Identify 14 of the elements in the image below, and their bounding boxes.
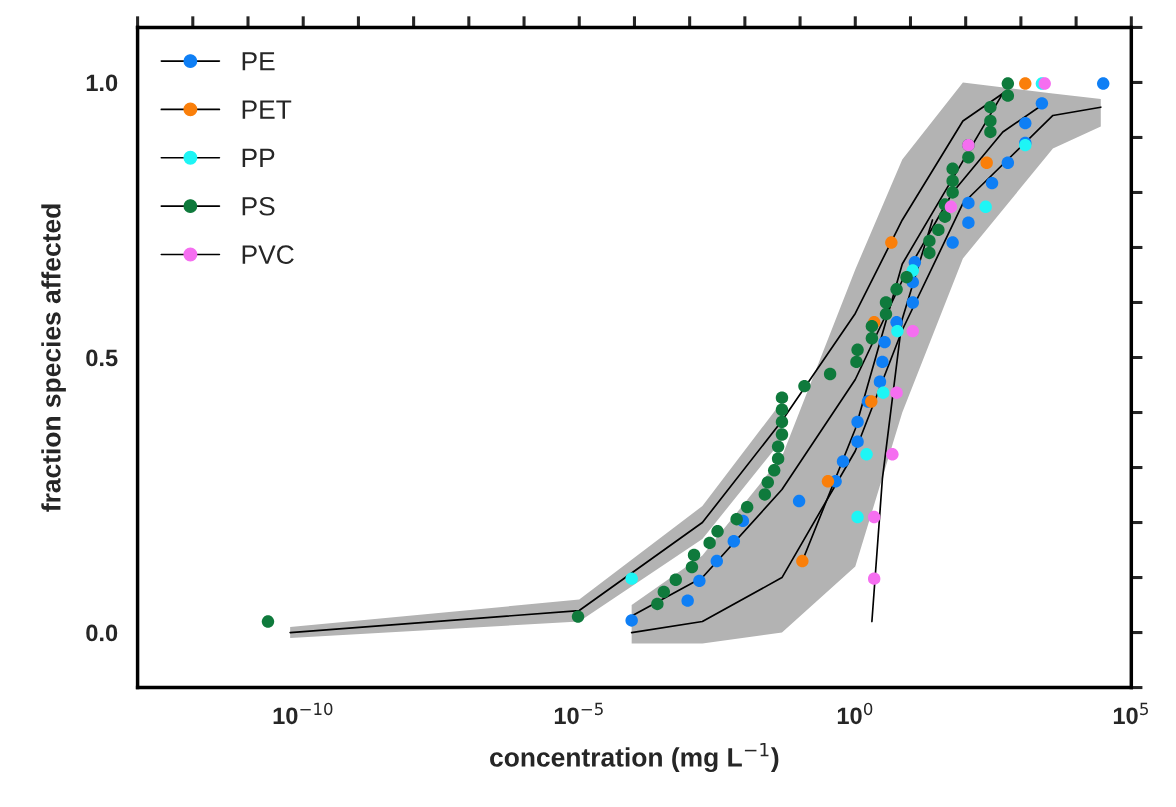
y-tick-label: 0.5 <box>86 349 118 367</box>
x-tick-label: 10$^{−5}$ <box>554 702 603 725</box>
legend-label: PET <box>242 100 292 119</box>
x-axis-title: concentration (mg L$^{−1}$) <box>490 742 779 773</box>
x-tick-label: 10$^{−10}$ <box>273 702 333 725</box>
x-tick-label: 10$^{5}$ <box>1113 702 1148 725</box>
x-tick-label: 10$^{0}$ <box>837 702 873 725</box>
legend-label: PE <box>242 52 275 71</box>
y-tick-label: 1.0 <box>86 74 118 92</box>
y-tick-label: 0.0 <box>86 624 118 642</box>
legend-label: PP <box>242 148 275 168</box>
legend-label: PS <box>242 196 275 216</box>
y-axis-title: fraction species affected <box>41 204 66 512</box>
legend-label: PVC <box>242 245 294 264</box>
